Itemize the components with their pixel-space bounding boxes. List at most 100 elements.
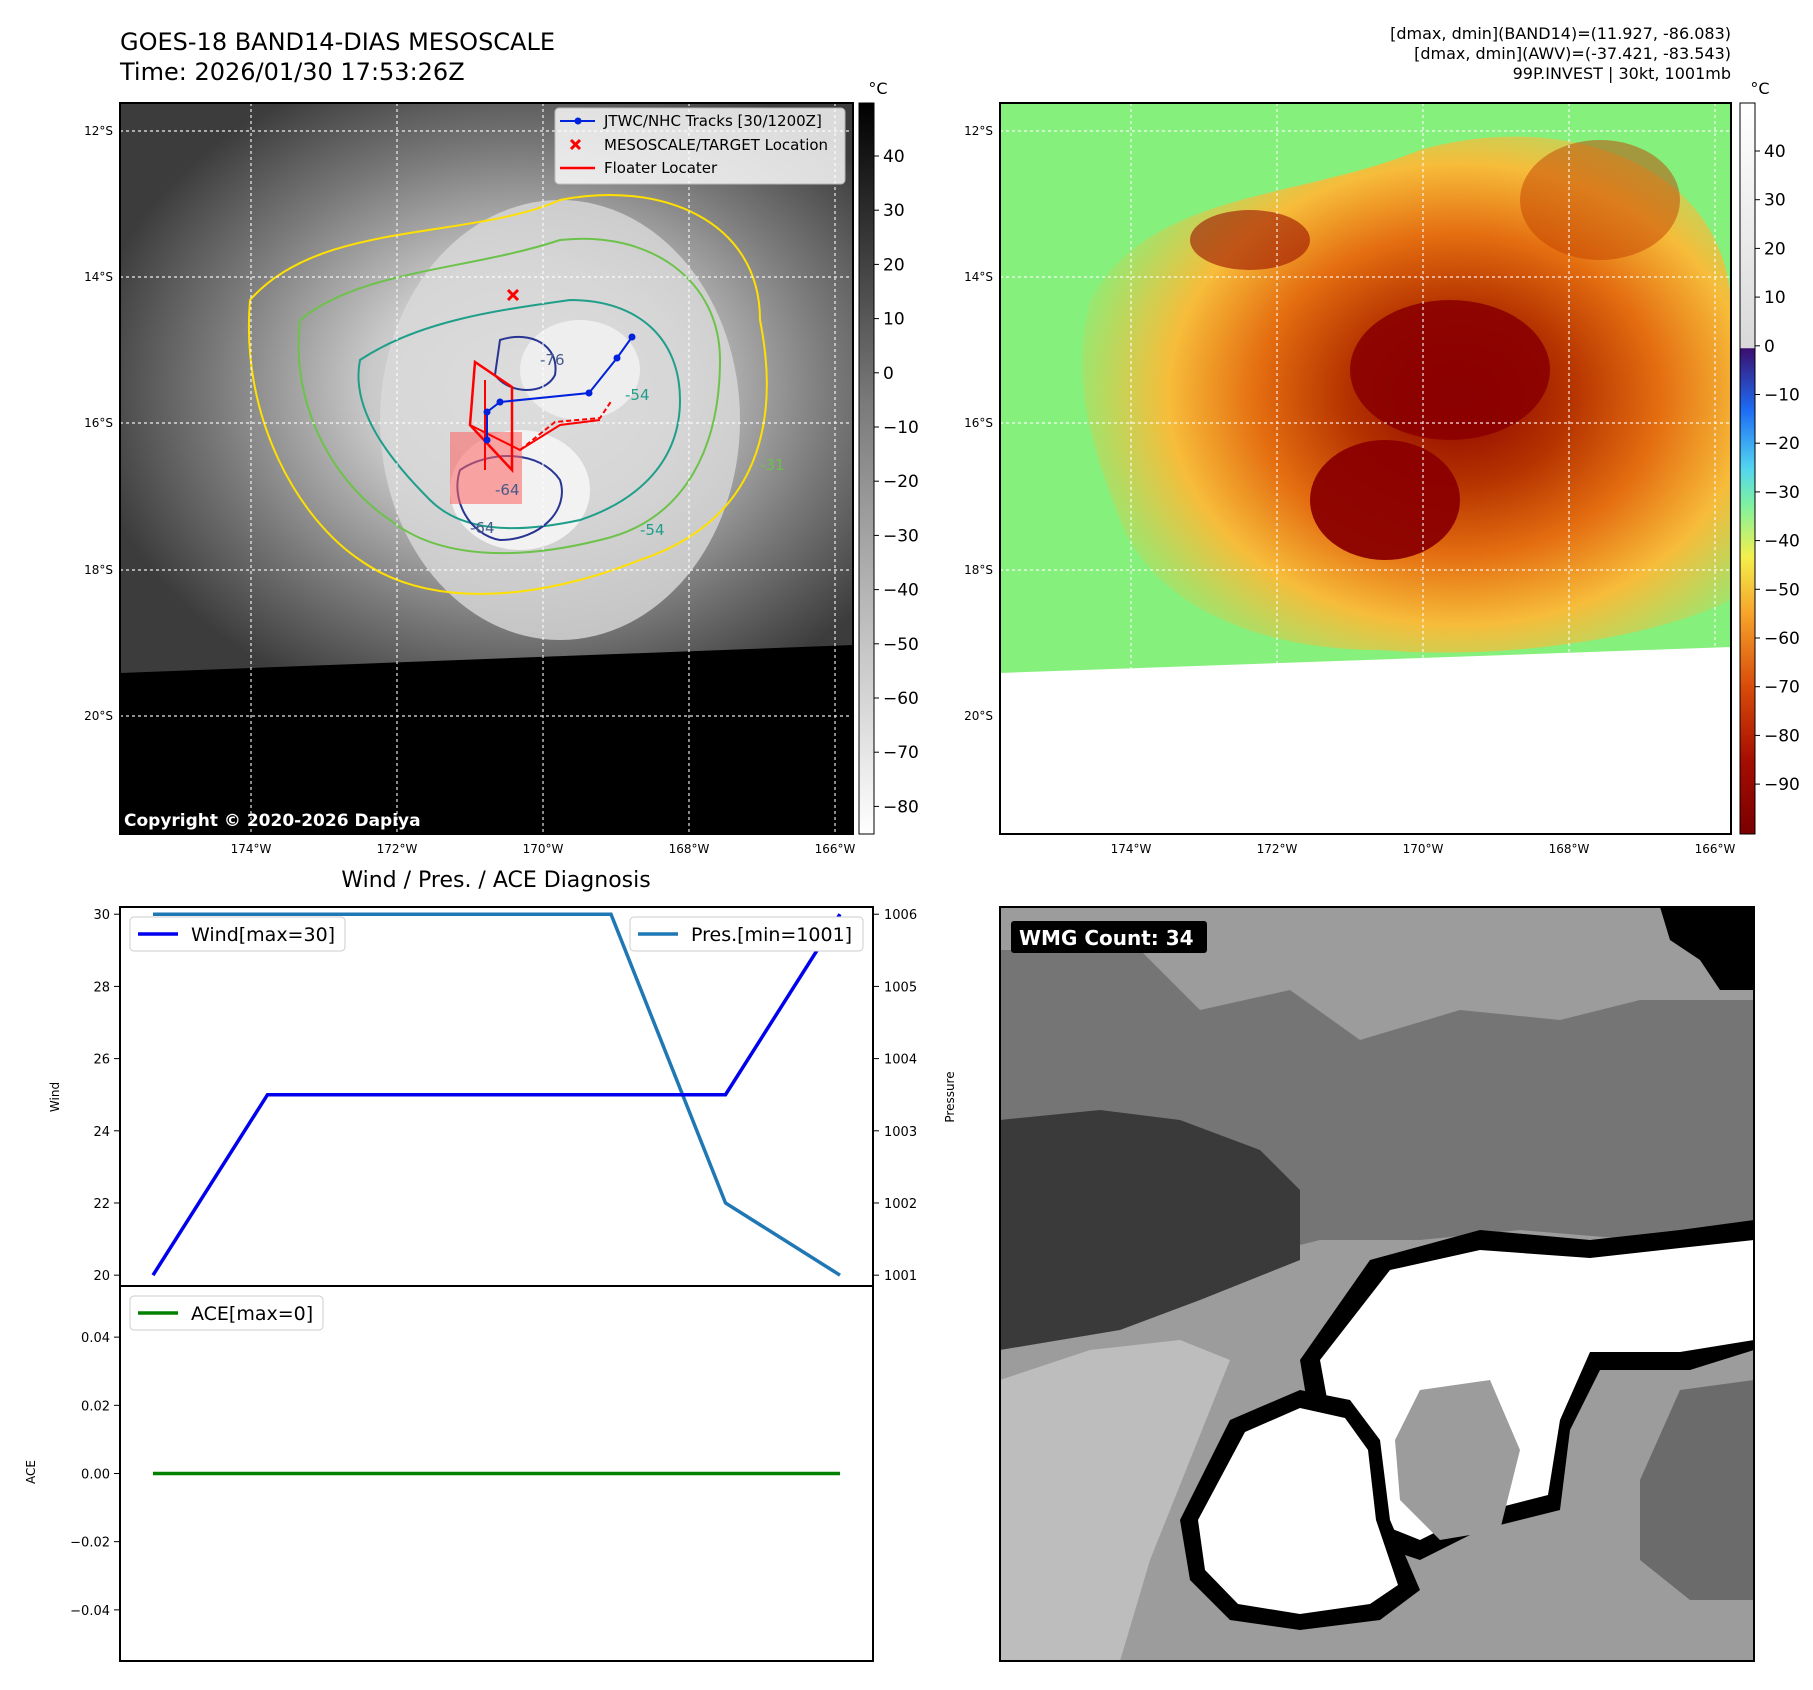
colorbar-gray-tick: 20 <box>883 255 905 275</box>
lon-label: 172°W <box>1257 842 1298 856</box>
lat-label: 14°S <box>84 270 113 284</box>
legend-target: MESOSCALE/TARGET Location <box>604 136 828 154</box>
colorbar-awv-tick: −70 <box>1764 678 1800 698</box>
lon-label: 174°W <box>1111 842 1152 856</box>
lon-label: 168°W <box>1549 842 1590 856</box>
colorbar-gray-tick: −40 <box>883 581 919 601</box>
contour-label: -54 <box>625 386 650 404</box>
colorbar-awv-tick: 10 <box>1764 288 1786 308</box>
colorbar-gray-tick: −70 <box>883 743 919 763</box>
wind-tick: 20 <box>93 1269 110 1284</box>
pressure-tick: 1003 <box>884 1125 917 1140</box>
ace-tick: −0.02 <box>70 1536 110 1551</box>
pressure-tick: 1002 <box>884 1197 917 1212</box>
colorbar-gray-tick: 40 <box>883 147 905 167</box>
lon-label: 172°W <box>377 842 418 856</box>
legend-floater: Floater Locater <box>604 159 718 177</box>
wind-tick: 22 <box>93 1197 110 1212</box>
lat-label: 18°S <box>84 563 113 577</box>
legend-track: JTWC/NHC Tracks [30/1200Z] <box>603 112 822 130</box>
wind-axis-label: Wind <box>48 1082 62 1112</box>
lat-label: 12°S <box>964 124 993 138</box>
wind-tick: 26 <box>93 1053 110 1068</box>
wmg-count-badge: WMG Count: 34 <box>1011 921 1207 953</box>
colorbar-gray-tick: 0 <box>883 364 894 384</box>
map2-lat-labels: 12°S 14°S 16°S 18°S 20°S <box>964 124 993 723</box>
figure-time: Time: 2026/01/30 17:53:26Z <box>119 58 465 86</box>
wind-tick: 24 <box>93 1125 110 1140</box>
colorbar-awv-tick: −20 <box>1764 434 1800 454</box>
lat-label: 20°S <box>84 709 113 723</box>
colorbar-gray-tick: −60 <box>883 689 919 709</box>
map2-frame <box>999 102 1732 835</box>
wmg-count-label: WMG Count: 34 <box>1019 926 1194 950</box>
colorbar-awv-tick: −50 <box>1764 580 1800 600</box>
ace-legend: ACE[max=0] <box>129 1295 324 1331</box>
wind-pressure-chart: 20 22 24 26 28 30 1001 1002 1003 1004 1005 1006 Wi… <box>48 906 957 1287</box>
wind-tick: 28 <box>93 980 110 995</box>
colorbar-gray-tick: −30 <box>883 526 919 546</box>
diagnosis-title: Wind / Pres. / ACE Diagnosis <box>341 868 650 893</box>
colorbar-awv: °C 40 30 20 10 0 −10 −20 −30 −40 −50 −60 −70 −80 −90 <box>1739 79 1800 835</box>
colorbar-awv-tick: 30 <box>1764 191 1786 211</box>
lon-label: 168°W <box>669 842 710 856</box>
colorbar-awv-tick: −60 <box>1764 629 1800 649</box>
figure-title: GOES-18 BAND14-DIAS MESOSCALE <box>120 28 555 56</box>
pressure-tick: 1006 <box>884 908 917 923</box>
stats-band14: [dmax, dmin](BAND14)=(11.927, -86.083) <box>1390 24 1731 43</box>
lat-label: 16°S <box>964 416 993 430</box>
map-legend: JTWC/NHC Tracks [30/1200Z] MESOSCALE/TAR… <box>554 107 846 185</box>
colorbar-awv-tick: −10 <box>1764 386 1800 406</box>
colorbar-awv-tick: −90 <box>1764 775 1800 795</box>
pressure-legend: Pres.[min=1001] <box>629 916 864 952</box>
colorbar-gray-tick: 10 <box>883 310 905 330</box>
stats-awv: [dmax, dmin](AWV)=(-37.421, -83.543) <box>1414 44 1731 63</box>
wmg-panel <box>1000 907 1754 1661</box>
pressure-tick: 1004 <box>884 1053 917 1068</box>
lat-label: 14°S <box>964 270 993 284</box>
map2-lon-labels: 174°W 172°W 170°W 168°W 166°W <box>1111 842 1736 856</box>
colorbar-awv-tick: 40 <box>1764 142 1786 162</box>
map-band14-grayscale: -76 -64 -64 -54 -31 -54 Copyright © 2020… <box>120 103 853 834</box>
colorbar-awv-tick: 0 <box>1764 337 1775 357</box>
lon-label: 166°W <box>815 842 856 856</box>
wind-series-line <box>151 913 842 1277</box>
contour-label: -64 <box>470 519 495 537</box>
ace-tick: 0.02 <box>81 1399 110 1414</box>
lon-label: 170°W <box>1403 842 1444 856</box>
colorbar-gray: °C 40 30 20 10 0 −10 −20 −30 −40 −50 −60 −70 −80 <box>858 79 919 835</box>
ace-tick: −0.04 <box>70 1604 110 1619</box>
contour-label: -64 <box>495 481 520 499</box>
colorbar-gray-tick: 30 <box>883 201 905 221</box>
wind-tick: 30 <box>93 908 110 923</box>
colorbar-awv-tick: −80 <box>1764 726 1800 746</box>
ace-tick: 0.00 <box>81 1468 110 1483</box>
wind-legend: Wind[max=30] <box>129 916 346 952</box>
lat-label: 18°S <box>964 563 993 577</box>
ace-tick: 0.04 <box>81 1331 110 1346</box>
wind-legend-label: Wind[max=30] <box>191 924 335 946</box>
pressure-series-line <box>153 912 841 1277</box>
lat-label: 16°S <box>84 416 113 430</box>
wmg-frame <box>999 906 1755 1662</box>
copyright-text: Copyright © 2020-2026 Dapiya <box>124 811 421 831</box>
colorbar-gray-tick: −10 <box>883 418 919 438</box>
colorbar-gray-unit: °C <box>868 79 887 98</box>
pressure-legend-label: Pres.[min=1001] <box>691 924 852 946</box>
lat-label: 12°S <box>84 124 113 138</box>
colorbar-awv-tick: −40 <box>1764 532 1800 552</box>
map1-frame <box>119 102 854 835</box>
lon-label: 170°W <box>523 842 564 856</box>
colorbar-gray-tick: −50 <box>883 635 919 655</box>
map1-lat-labels: 12°S 14°S 16°S 18°S 20°S <box>84 124 113 723</box>
storm-info: 99P.INVEST | 30kt, 1001mb <box>1513 64 1731 83</box>
colorbar-gray-tick: −20 <box>883 472 919 492</box>
contour-label: -76 <box>540 351 565 369</box>
ace-legend-label: ACE[max=0] <box>191 1303 313 1325</box>
ace-chart: 0.04 0.02 0.00 −0.02 −0.04 ACE ACE[max=0] <box>24 1285 874 1662</box>
contour-label: -31 <box>760 456 785 474</box>
target-location-marker <box>506 288 520 302</box>
pressure-axis-label: Pressure <box>943 1071 957 1122</box>
pressure-tick: 1005 <box>884 980 917 995</box>
